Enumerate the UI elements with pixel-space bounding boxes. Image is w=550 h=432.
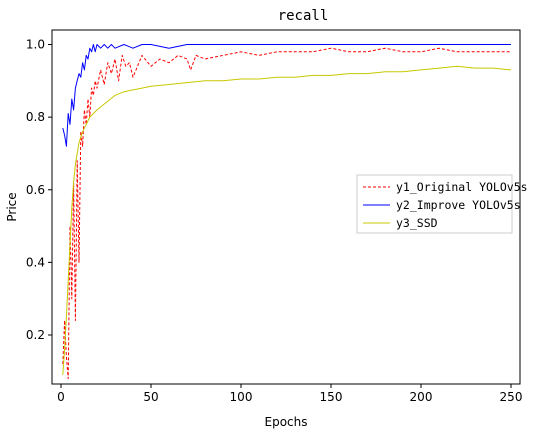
x-tick-label: 250 <box>500 390 523 404</box>
legend-label-3: y3_SSD <box>396 216 438 230</box>
series-line-1 <box>62 47 511 380</box>
y-tick-label: 0.8 <box>26 110 45 124</box>
series-line-2 <box>62 44 511 147</box>
x-axis: 0 50 100 150 200 250 <box>57 384 522 404</box>
y-axis-label: Price <box>5 192 19 221</box>
chart-title: recall <box>278 8 329 24</box>
x-axis-label: Epochs <box>265 415 308 429</box>
y-tick-label: 0.4 <box>26 255 45 269</box>
legend-label-2: y2_Improve YOLOv5s <box>396 198 521 212</box>
x-tick-label: 100 <box>230 390 253 404</box>
x-tick-label: 200 <box>410 390 433 404</box>
x-tick-label: 50 <box>143 390 158 404</box>
y-tick-label: 0.6 <box>26 183 45 197</box>
plot-frame <box>51 29 521 385</box>
x-tick-label: 0 <box>57 390 65 404</box>
series-line-3 <box>62 65 512 375</box>
y-tick-label: 1.0 <box>26 38 45 52</box>
y-tick-label: 0.2 <box>26 328 45 342</box>
y-axis: 0.2 0.4 0.6 0.8 1.0 <box>26 38 52 342</box>
series-layer <box>62 44 512 380</box>
x-tick-label: 150 <box>320 390 343 404</box>
legend: y1_Original YOLOv5s y2_Improve YOLOv5s y3_… <box>356 174 528 234</box>
legend-label-1: y1_Original YOLOv5s <box>396 180 528 194</box>
